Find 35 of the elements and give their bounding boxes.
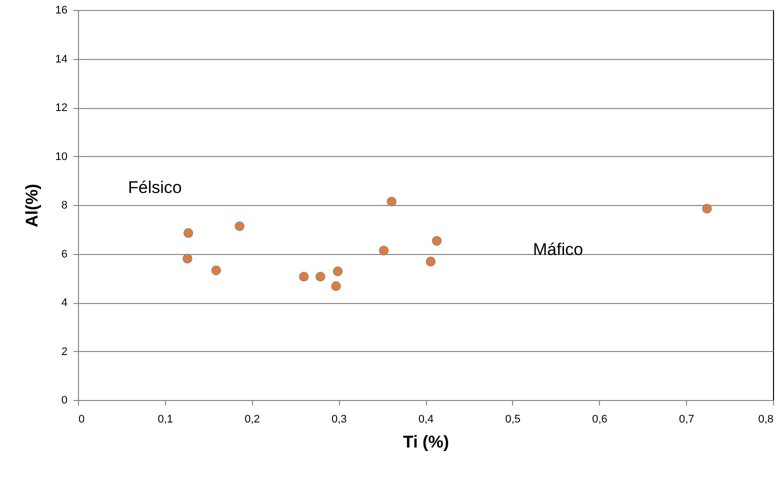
x-tick-label: 0,8 [758,414,774,426]
x-tick-label: 0,2 [244,414,260,426]
y-tick-label: 16 [55,4,68,16]
point [432,236,442,246]
x-tick-label: 0,6 [592,414,608,426]
x-tick-label: 0,5 [505,414,521,426]
x-axis-title: Ti (%) [403,432,449,452]
point [183,228,194,238]
point [332,266,343,276]
y-tick-label: 14 [55,53,68,66]
y-tick-label: 12 [55,102,68,114]
y-tick-label: 6 [61,248,68,260]
point [316,272,326,282]
annotation: Félsico [128,178,182,197]
point [331,281,341,292]
y-axis-title: Al(%) [22,184,42,228]
point [234,221,244,232]
point [386,196,396,206]
x-tick-label: 0,7 [678,414,694,426]
y-tick-label: 8 [61,200,68,212]
point [702,204,712,214]
annotation: Máfico [533,240,584,259]
x-tick-label: 0,3 [331,414,347,426]
x-tick-label: 0,1 [158,414,174,426]
point [426,256,436,266]
point [211,265,222,276]
x-tick-label: 0,4 [418,414,434,426]
point [182,254,192,264]
y-tick-label: 0 [61,394,68,406]
point [378,246,389,256]
y-tick-label: 10 [55,150,68,163]
y-tick-label: 4 [61,297,68,309]
y-tick-label: 2 [61,346,68,358]
x-tick-label: 0 [78,414,85,426]
point [299,272,309,282]
